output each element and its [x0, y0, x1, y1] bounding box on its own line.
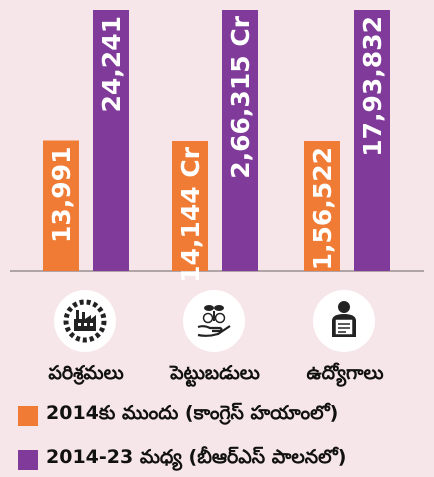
category-label-investments: పెట్టుబడులు — [170, 362, 260, 384]
job-applicant-icon — [313, 290, 375, 352]
bar-s1-c1 — [222, 10, 258, 271]
legend-swatch-orange — [18, 405, 38, 426]
bar-s0-c0 — [43, 140, 79, 271]
legend-label-before-2014: 2014కు ముందు (కాంగ్రెస్ హయాంలో) — [46, 402, 339, 424]
factory-gear-icon — [54, 290, 116, 352]
bar-s0-c2 — [304, 141, 340, 271]
bar-value-label-s0-c0: 13,991 — [47, 147, 76, 243]
category-label-industries: పరిశ్రమలు — [48, 362, 124, 384]
legend-item-2014-23: 2014-23 మధ్య (బీఆర్ఎస్ పాలనలో) — [18, 446, 346, 473]
legend-swatch-purple — [18, 449, 38, 470]
bar-value-label-s1-c1: 2,66,315 Cr — [226, 15, 255, 178]
bar-value-label-s0-c1: 14,144 Cr — [176, 146, 205, 283]
bar-value-label-s1-c2: 17,93,832 — [358, 16, 387, 157]
category-label-jobs: ఉద్యోగాలు — [306, 362, 384, 384]
bar-s0-c1 — [172, 141, 208, 271]
money-plant-hand-icon — [183, 290, 245, 352]
bar-s1-c0 — [93, 10, 129, 271]
legend-item-before-2014: 2014కు ముందు (కాంగ్రెస్ హయాంలో) — [18, 402, 338, 429]
bar-chart: 13,991 24,241 14,144 Cr 2,66,315 Cr 1,56,522… — [10, 10, 424, 283]
bar-value-label-s0-c2: 1,56,522 — [308, 147, 337, 270]
bar-value-label-s1-c0: 24,241 — [97, 16, 126, 112]
bar-s1-c2 — [354, 10, 390, 271]
legend-label-2014-23: 2014-23 మధ్య (బీఆర్ఎస్ పాలనలో) — [46, 446, 347, 468]
